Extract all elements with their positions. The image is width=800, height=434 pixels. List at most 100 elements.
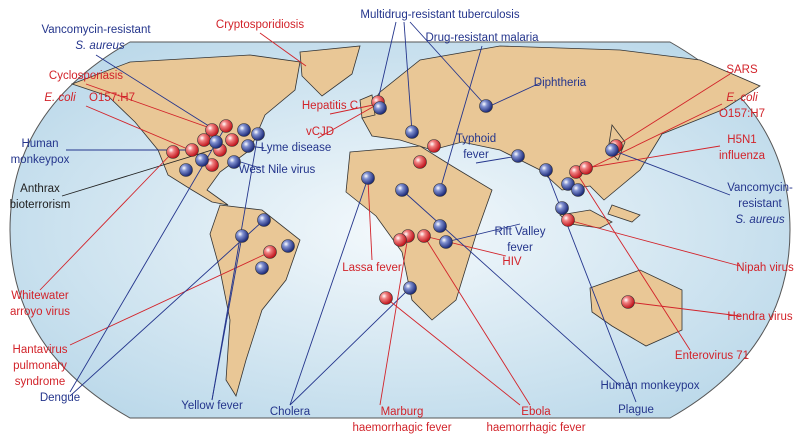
leader-line [379, 235, 409, 406]
disease-label: haemorrhagic fever [352, 422, 451, 434]
disease-label: Drug-resistant malaria [425, 32, 539, 44]
outbreak-dot [225, 133, 239, 147]
disease-label: influenza [719, 150, 766, 162]
disease-label: Multidrug-resistant tuberculosis [360, 9, 519, 21]
disease-label: Hendra virus [727, 311, 792, 323]
disease-label: Vancomycin- [727, 182, 793, 194]
leader-line [367, 179, 373, 261]
leader-line [423, 235, 507, 257]
disease-label: Whitewater [11, 290, 69, 302]
disease-label: Nipah virus [736, 262, 794, 274]
disease-label: Ebola [521, 406, 551, 418]
leader-line [95, 54, 213, 129]
disease-label: Anthrax [20, 183, 60, 195]
leader-line [85, 83, 211, 129]
disease-label: SARS [726, 64, 758, 76]
outbreak-dot [621, 295, 635, 309]
outbreak-dot [197, 133, 211, 147]
outbreak-dots [166, 95, 635, 309]
outbreak-dot [479, 99, 493, 113]
outbreak-dot [179, 163, 193, 177]
disease-label: Rift Valley [495, 226, 546, 238]
leader-line [439, 45, 483, 191]
outbreak-dot [439, 235, 453, 249]
leader-line [385, 297, 521, 406]
outbreak-dot [251, 127, 265, 141]
outbreak-dot [373, 101, 387, 115]
outbreak-dot [433, 183, 447, 197]
disease-label: Human [21, 138, 58, 150]
leader-line [575, 171, 691, 351]
leader-line [85, 105, 191, 151]
outbreak-dot [427, 139, 441, 153]
outbreak-dot [511, 149, 525, 163]
disease-label: vCJD [306, 126, 334, 138]
disease-label: pulmonary [13, 360, 67, 372]
outbreak-dot [241, 139, 255, 153]
leader-line [289, 287, 411, 406]
disease-label: Marburg [381, 406, 424, 418]
leader-line [423, 235, 531, 406]
outbreak-dot [403, 281, 417, 295]
leader-line [445, 223, 521, 243]
leader-line [61, 149, 213, 197]
disease-label: HIV [502, 256, 522, 268]
disease-label: Lyme disease [261, 142, 332, 154]
outbreak-dot [257, 213, 271, 227]
disease-label: Cyclosporiasis [49, 70, 123, 82]
outbreak-dot [227, 155, 241, 169]
leader-line [329, 103, 379, 115]
disease-label: Hantavirus [13, 344, 68, 356]
leader-line [69, 125, 227, 393]
leader-line [615, 73, 731, 147]
outbreak-dot [561, 213, 575, 227]
outbreak-dot [395, 183, 409, 197]
disease-label: fever [507, 242, 533, 254]
outbreak-dot [361, 171, 375, 185]
leader-line [475, 155, 519, 164]
disease-label: arroyo virus [10, 306, 70, 318]
outbreak-dot [263, 245, 277, 259]
leader-line [567, 219, 741, 267]
leader-line [585, 145, 721, 169]
outbreak-dot [555, 201, 569, 215]
leader-line [69, 219, 265, 397]
leader-line [409, 21, 487, 107]
outbreak-dot [237, 123, 251, 137]
leader-line [403, 21, 413, 133]
outbreak-dot [166, 145, 180, 159]
disease-label: Diphtheria [534, 77, 587, 89]
disease-label: O157:H7 [719, 108, 765, 120]
outbreak-dot [417, 229, 431, 243]
leader-line [377, 21, 397, 101]
outbreak-dot [195, 153, 209, 167]
disease-label: Lassa fever [342, 262, 402, 274]
outbreak-dot [571, 183, 585, 197]
leader-line [289, 177, 369, 406]
disease-label: syndrome [15, 376, 66, 388]
outbreak-dot [281, 239, 295, 253]
leader-line [211, 235, 243, 401]
leader-line [589, 103, 723, 169]
disease-label: resistant [738, 198, 782, 210]
outbreak-dot [539, 163, 553, 177]
disease-label: Human monkeypox [600, 380, 699, 392]
disease-label: monkeypox [11, 154, 70, 166]
disease-label: Plague [618, 404, 654, 416]
disease-label: Yellow fever [181, 400, 243, 412]
disease-label: Typhoid [456, 133, 496, 145]
leader-line [317, 103, 379, 139]
leader-line [627, 301, 741, 317]
outbreak-dot [205, 123, 219, 137]
outbreak-dot [185, 143, 199, 157]
outbreak-dot [235, 229, 249, 243]
outbreak-dot [413, 155, 427, 169]
disease-label: S. aureus [735, 214, 784, 226]
outbreak-dot [393, 233, 407, 247]
outbreak-dot [209, 135, 223, 149]
outbreak-dot [579, 161, 593, 175]
leader-line [489, 82, 541, 107]
outbreak-dot [605, 143, 619, 157]
disease-label: fever [463, 149, 489, 161]
